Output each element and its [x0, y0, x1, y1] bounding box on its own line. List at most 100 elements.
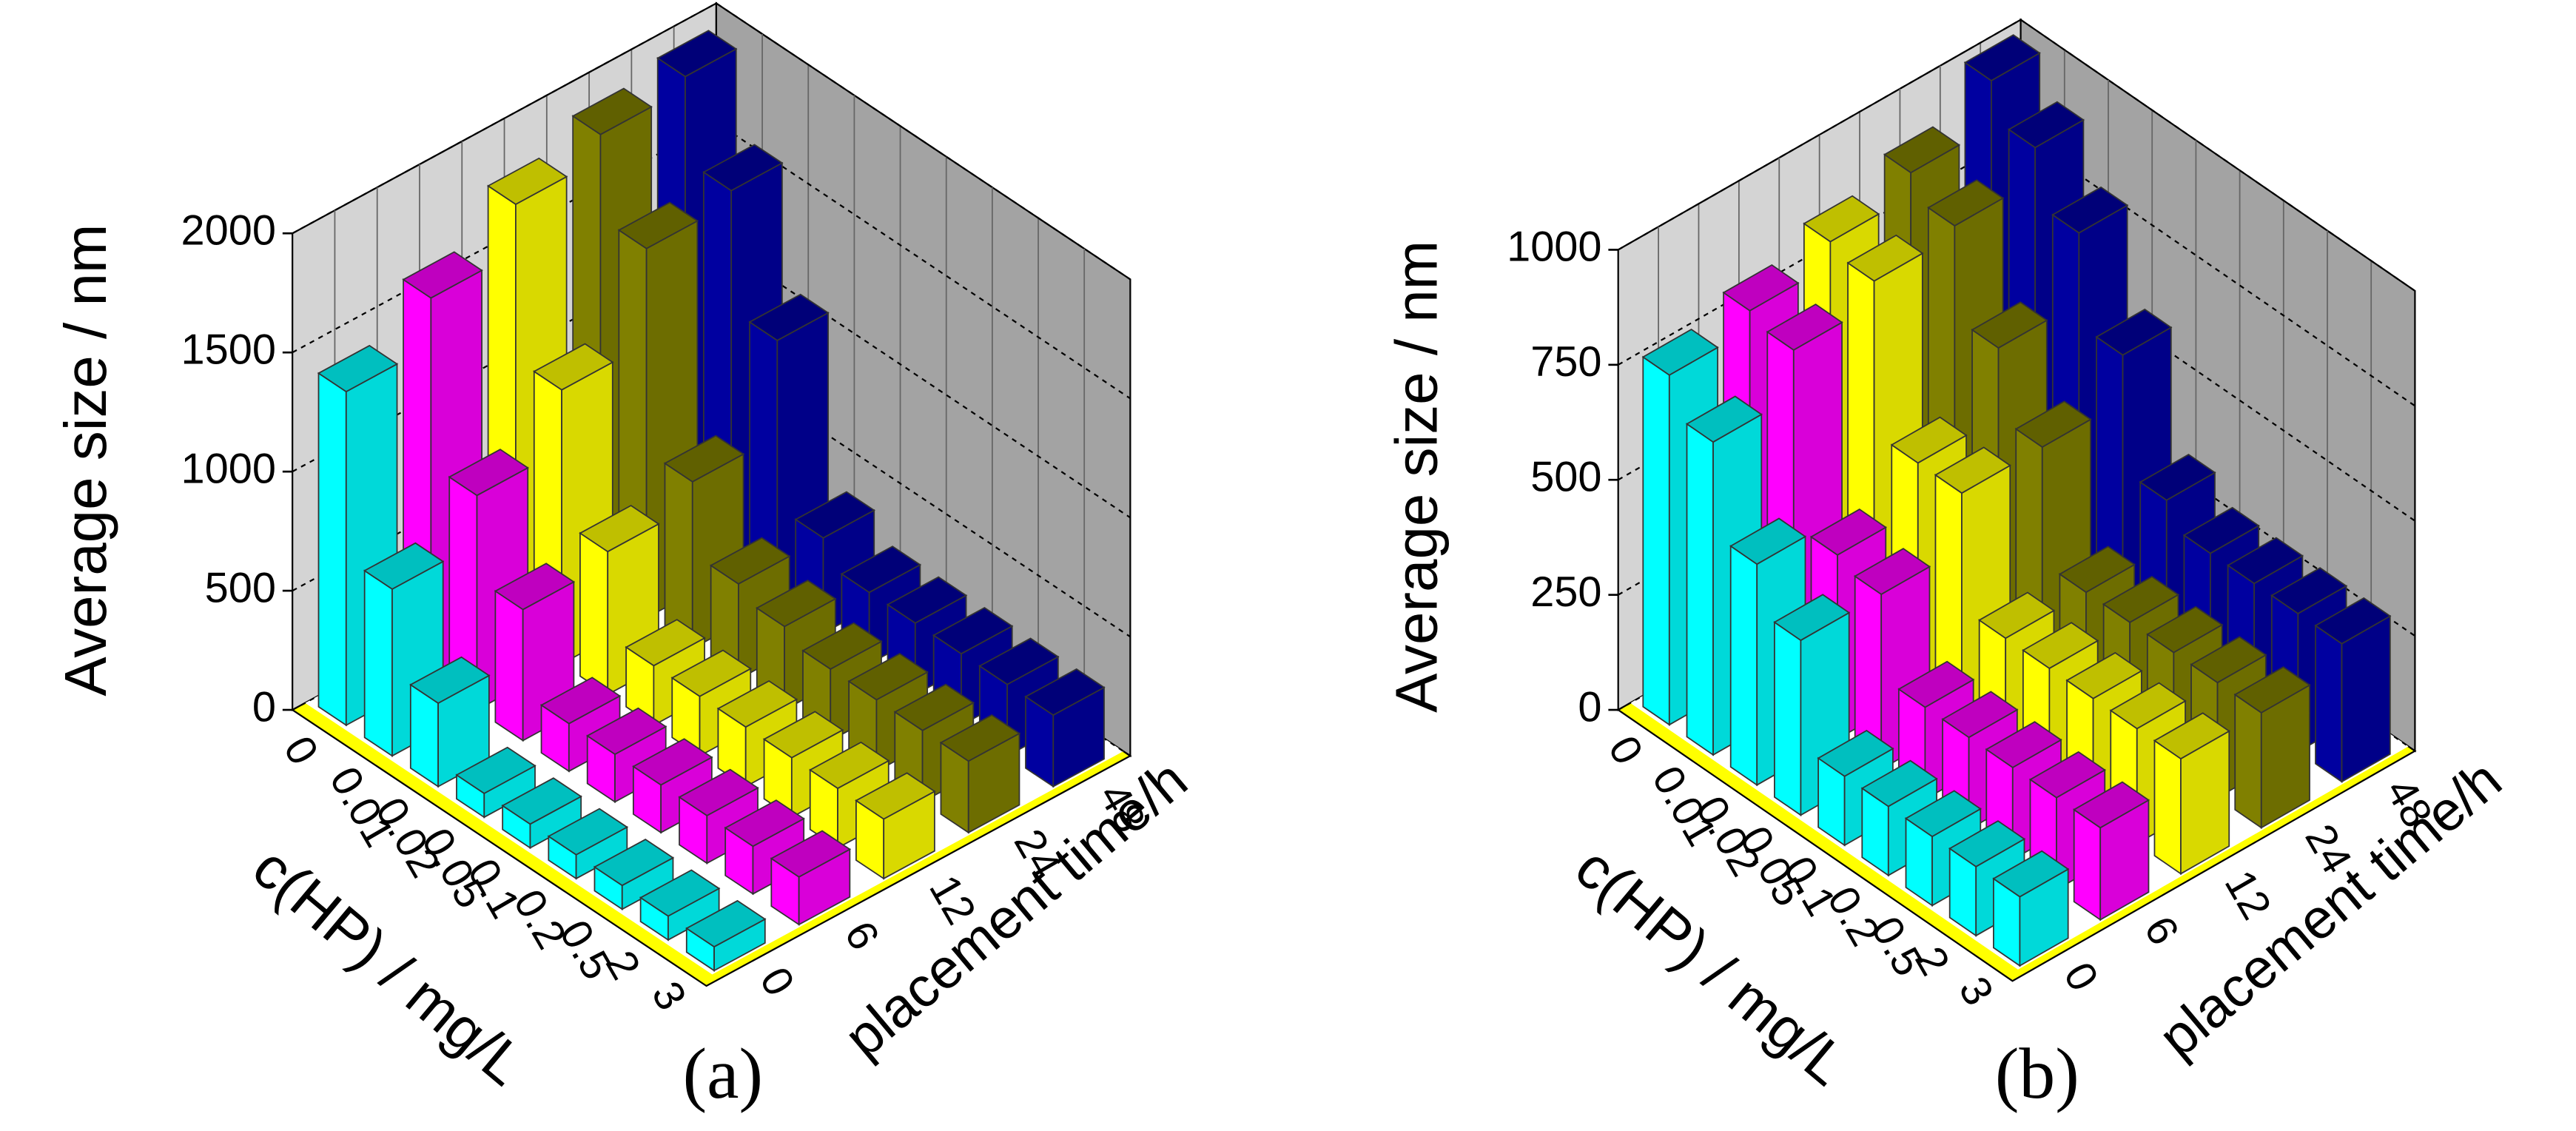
bar-top — [2022, 622, 2099, 669]
bar-top — [978, 637, 1060, 685]
bar — [547, 808, 629, 880]
bar-top — [579, 504, 660, 553]
bar-top — [2226, 537, 2304, 585]
bar-front — [1774, 620, 1802, 816]
bar-top — [2146, 605, 2224, 654]
bar-top — [2007, 101, 2085, 149]
bar — [770, 830, 852, 926]
x-tick-label: 0 — [275, 728, 327, 773]
bar-top — [448, 449, 529, 497]
bar-top — [455, 746, 537, 794]
bar-front — [494, 589, 524, 742]
bar-top — [1846, 234, 1924, 282]
bar-top — [2109, 682, 2187, 730]
bar — [363, 542, 445, 757]
bar-top — [409, 656, 491, 705]
bar — [2153, 712, 2230, 876]
bar-side — [2341, 614, 2391, 783]
bar-top — [1934, 446, 2011, 494]
y-tick-label: 2000 — [181, 207, 276, 254]
y-tick-label: 500 — [1530, 453, 1601, 500]
bar — [1024, 668, 1106, 788]
bar-top — [2233, 666, 2311, 714]
bar-front — [2315, 624, 2343, 783]
grid-line — [292, 2, 1131, 281]
bar — [685, 899, 767, 972]
bar-top — [2014, 400, 2092, 449]
bar-top — [2095, 308, 2173, 356]
bar-top — [809, 741, 890, 790]
bar — [455, 746, 537, 819]
y-tick-label: 250 — [1530, 568, 1601, 616]
bar-top — [702, 144, 784, 192]
bar-top — [1809, 509, 1887, 556]
series-tick-label: 0 — [750, 959, 803, 1004]
bar-top — [2314, 597, 2392, 645]
panel-label: (b) — [1995, 1034, 2079, 1114]
bar-front — [363, 569, 393, 757]
y-tick-label: 1500 — [181, 326, 276, 373]
bar-top — [632, 738, 713, 786]
bar-top — [685, 899, 767, 948]
bar-top — [886, 576, 968, 624]
bar — [585, 707, 667, 804]
bar — [639, 869, 721, 942]
bar-top — [585, 707, 667, 756]
bar-top — [709, 537, 791, 585]
chart-panel: 050010001500200000.010.020.050.10.20.523… — [53, 1, 1199, 1114]
bar-top — [625, 619, 706, 667]
x-tick-label: 0 — [1599, 728, 1652, 773]
bar-top — [1773, 594, 1851, 642]
bar-top — [539, 677, 622, 725]
y-tick-label: 1000 — [181, 445, 276, 492]
bar-front — [317, 372, 347, 727]
bar-front — [2234, 693, 2262, 829]
bar-top — [486, 157, 568, 206]
bar-top — [724, 799, 805, 848]
bar-top — [533, 343, 614, 391]
bar-top — [494, 563, 576, 611]
bar-top — [1803, 195, 1880, 243]
bar-top — [1941, 691, 2019, 739]
bar — [762, 711, 844, 819]
bar-top — [1024, 668, 1106, 716]
bar-front — [1729, 545, 1758, 787]
bar-top — [2102, 576, 2180, 623]
bar-top — [363, 542, 445, 590]
bar-top — [932, 606, 1014, 655]
bar-top — [939, 714, 1021, 762]
bar-top — [770, 830, 852, 878]
bar-top — [1722, 264, 1800, 312]
bar-top — [1729, 517, 1807, 566]
bar-top — [1685, 395, 1763, 443]
bar-top — [1641, 328, 1719, 376]
bar-top — [2153, 712, 2230, 760]
bar-top — [617, 201, 699, 249]
bar — [593, 839, 675, 911]
bar-top — [571, 87, 653, 135]
bar — [855, 772, 936, 880]
bar — [2233, 666, 2311, 829]
bar-top — [1890, 416, 1968, 464]
bar-top — [2028, 751, 2106, 799]
bar-top — [2182, 506, 2260, 554]
bar-top — [1883, 126, 1961, 174]
bar-top — [762, 711, 844, 759]
bar-top — [1963, 34, 2041, 81]
bar-front — [2153, 739, 2182, 876]
bar-top — [794, 491, 875, 539]
series-tick-label: 6 — [835, 913, 888, 958]
bar-front — [2073, 808, 2102, 922]
bar — [409, 656, 491, 788]
bar-top — [1817, 729, 1894, 777]
bar-front — [579, 531, 609, 696]
bar-top — [1897, 660, 1975, 708]
bar-top — [1904, 790, 1982, 838]
y-tick-label: 750 — [1530, 338, 1601, 386]
bar-top — [402, 251, 483, 299]
bar-top — [1977, 591, 2056, 640]
bar-top — [801, 622, 883, 670]
y-tick-label: 500 — [205, 564, 276, 611]
